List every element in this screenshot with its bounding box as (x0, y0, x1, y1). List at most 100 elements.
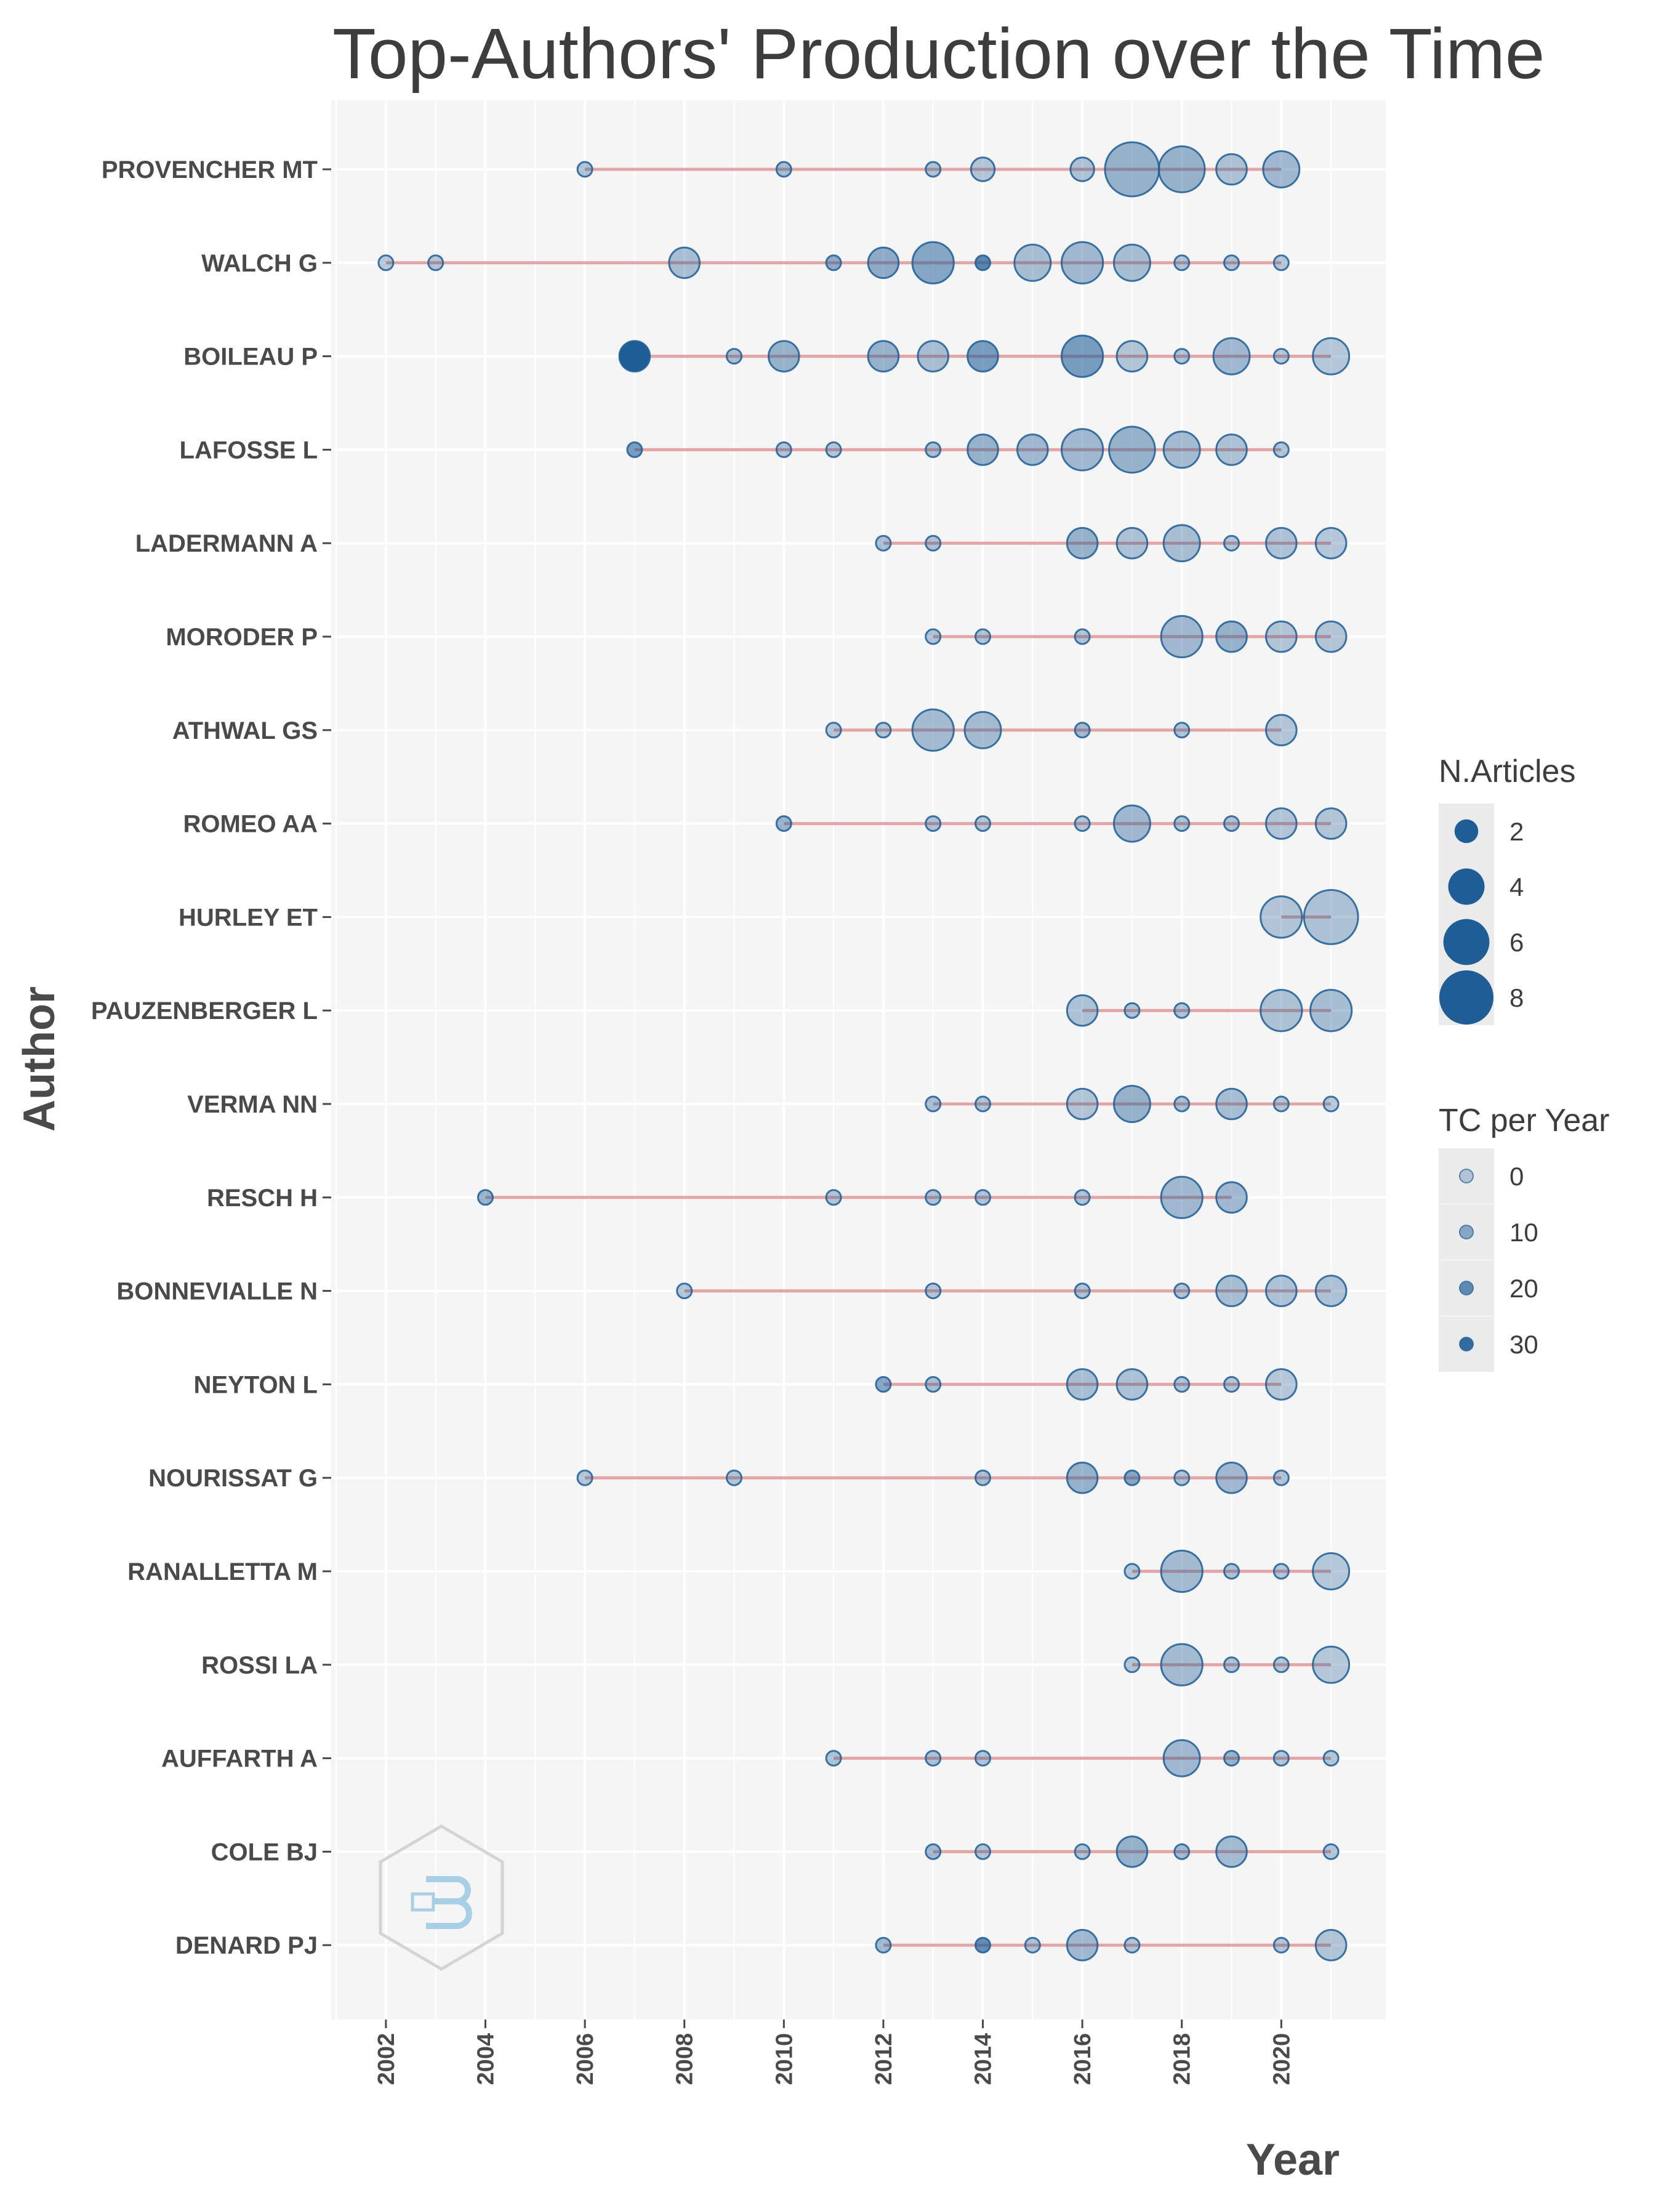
data-point (925, 441, 942, 458)
author-label: AUFFARTH A (161, 1746, 318, 1773)
legend-size-label: 6 (1509, 928, 1524, 957)
author-label: DENARD PJ (175, 1932, 318, 1959)
data-point (725, 1469, 742, 1486)
data-point (775, 161, 792, 178)
plot-panel (331, 100, 1386, 2020)
data-point (1265, 1275, 1298, 1307)
data-point (1215, 153, 1248, 186)
data-point (1272, 1656, 1290, 1673)
data-point (1173, 1469, 1191, 1486)
author-label: NOURISSAT G (148, 1465, 318, 1492)
data-point (1066, 1087, 1099, 1121)
data-point (1272, 1095, 1290, 1113)
data-point (963, 711, 1002, 749)
data-point (1260, 895, 1303, 939)
data-point (1066, 994, 1099, 1027)
data-point (911, 241, 955, 284)
data-point (970, 156, 996, 182)
year-tick-label: 2002 (374, 2033, 400, 2085)
data-point (1215, 1275, 1248, 1307)
data-point (1309, 989, 1353, 1033)
author-label: PAUZENBERGER L (91, 997, 318, 1025)
data-point (825, 254, 842, 272)
author-label: WALCH G (201, 250, 318, 277)
data-point (1016, 433, 1049, 466)
data-point (1215, 1087, 1248, 1121)
data-point (1223, 1750, 1240, 1767)
legend-size-key (1448, 868, 1485, 905)
data-point (875, 1936, 892, 1954)
data-point (1069, 156, 1095, 182)
data-point (1162, 524, 1201, 563)
data-point (1215, 1835, 1248, 1868)
data-point (1265, 526, 1298, 560)
data-point (1223, 815, 1240, 832)
author-label: ATHWAL GS (172, 717, 318, 744)
legend-n-articles: N.Articles 2 4 6 8 (1439, 754, 1575, 1025)
data-point (1272, 1750, 1290, 1767)
data-point (767, 340, 800, 373)
data-point (975, 1189, 992, 1206)
data-point (1066, 1928, 1099, 1962)
legend-color-key (1459, 1281, 1474, 1295)
data-point (975, 815, 992, 832)
data-point (1066, 1368, 1099, 1401)
x-axis: 2002 2004 2006 2008 2010 2012 2014 2016 2018 2020 (374, 2020, 1295, 2085)
data-point (1312, 1552, 1351, 1590)
data-point (1314, 1928, 1348, 1962)
data-point (1074, 1283, 1091, 1300)
data-point (1173, 722, 1191, 739)
data-point (1060, 428, 1104, 472)
data-point (427, 254, 444, 272)
data-point (975, 628, 992, 645)
data-point (867, 340, 900, 373)
data-point (1104, 141, 1160, 198)
data-point (875, 1375, 892, 1393)
data-point (1173, 1095, 1191, 1113)
data-point (1265, 807, 1298, 840)
year-tick-label: 2008 (672, 2033, 698, 2085)
data-point (1173, 815, 1191, 832)
author-label: LADERMANN A (135, 530, 318, 557)
data-point (377, 254, 395, 272)
data-point (1160, 1643, 1204, 1686)
year-tick-label: 2018 (1170, 2033, 1196, 2085)
legend-key-bg (1439, 1204, 1494, 1260)
author-label: HURLEY ET (179, 904, 318, 931)
data-point (1322, 1843, 1340, 1860)
data-point (1173, 1283, 1191, 1300)
data-point (1322, 1095, 1340, 1113)
data-point (1260, 989, 1303, 1033)
data-point (626, 441, 643, 458)
data-point (1272, 254, 1290, 272)
legend-key-bg (1439, 1148, 1494, 1204)
data-point (1115, 1368, 1149, 1401)
author-label: COLE BJ (211, 1839, 318, 1866)
data-point (875, 534, 892, 552)
data-point (925, 628, 942, 645)
data-point (1272, 1936, 1290, 1954)
x-axis-title: Year (1246, 2135, 1340, 2185)
series-layer (377, 141, 1359, 1962)
data-point (1272, 1469, 1290, 1486)
data-point (576, 161, 593, 178)
author-label: ROSSI LA (201, 1652, 318, 1679)
data-point (1223, 1563, 1240, 1580)
data-point (925, 1843, 942, 1860)
data-point (1223, 1375, 1240, 1393)
data-point (925, 1189, 942, 1206)
data-point (1173, 1002, 1191, 1019)
legend-color-key (1459, 1169, 1474, 1183)
data-point (1215, 1461, 1248, 1494)
data-point (775, 815, 792, 832)
data-point (1265, 1368, 1298, 1401)
data-point (925, 1095, 942, 1113)
data-point (1265, 714, 1298, 747)
bibliometrix-logo (379, 1824, 504, 1971)
data-point (1173, 1843, 1191, 1860)
legend-tc-per-year: TC per Year 0 10 20 30 (1439, 1103, 1610, 1372)
data-point (1123, 1936, 1141, 1954)
data-point (1112, 1085, 1151, 1123)
data-point (1262, 150, 1301, 188)
author-label: BONNEVIALLE N (116, 1278, 318, 1305)
